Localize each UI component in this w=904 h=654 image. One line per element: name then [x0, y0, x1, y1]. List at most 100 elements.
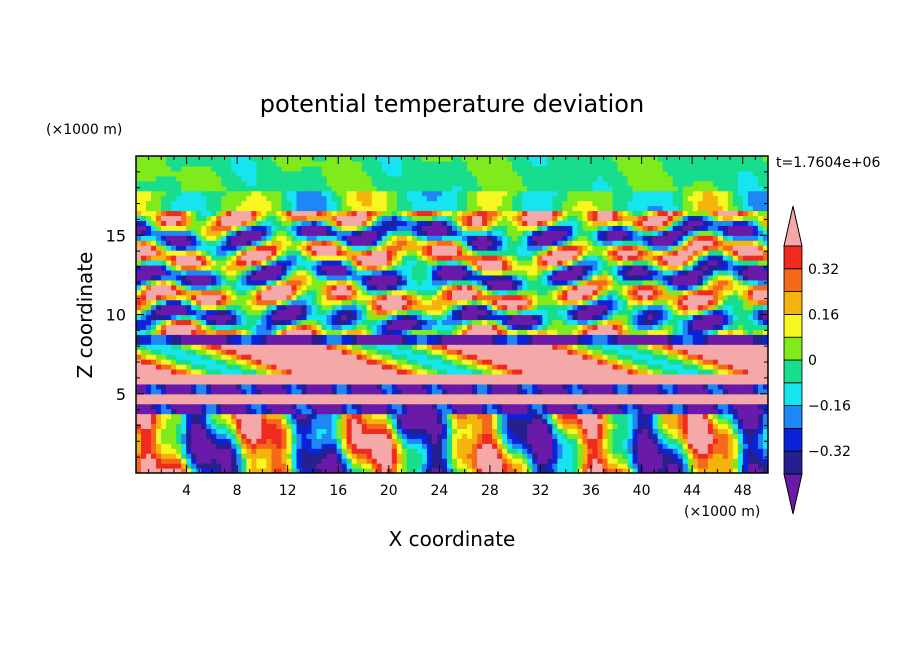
heatmap-cell [426, 314, 433, 321]
heatmap-cell [286, 364, 293, 370]
heatmap-cell [361, 304, 368, 311]
heatmap-cell [607, 423, 614, 430]
heatmap-cell [502, 378, 508, 385]
heatmap-cell [401, 458, 408, 464]
heatmap-cell [497, 329, 503, 335]
heatmap-cell [567, 279, 573, 286]
heatmap-cell [592, 364, 599, 370]
heatmap-cell [717, 403, 724, 410]
heatmap-cell [221, 403, 227, 410]
heatmap-cell [341, 364, 348, 370]
heatmap-cell [637, 319, 644, 325]
heatmap-cell [256, 329, 262, 335]
heatmap-cell [502, 279, 508, 286]
heatmap-cell [637, 359, 644, 365]
heatmap-cell [316, 463, 323, 469]
heatmap-cell [376, 324, 383, 330]
heatmap-cell [286, 423, 293, 430]
heatmap-cell [411, 423, 418, 430]
heatmap-cell [176, 458, 182, 464]
heatmap-cell [181, 413, 187, 420]
heatmap-cell [732, 428, 739, 434]
heatmap-cell [712, 408, 719, 415]
heatmap-cell [401, 368, 408, 375]
heatmap-cell [301, 408, 308, 415]
heatmap-cell [256, 373, 262, 380]
heatmap-cell [497, 378, 503, 385]
heatmap-cell [411, 339, 418, 345]
heatmap-cell [316, 393, 323, 400]
heatmap-cell [371, 398, 378, 405]
heatmap-cell [742, 428, 749, 434]
heatmap-cell [477, 294, 483, 301]
heatmap-cell [672, 294, 679, 301]
heatmap-cell [642, 398, 649, 405]
heatmap-cell [216, 349, 222, 355]
heatmap-cell [141, 339, 147, 345]
heatmap-cell [396, 393, 403, 400]
heatmap-cell [757, 403, 764, 410]
heatmap-cell [577, 334, 584, 340]
heatmap-cell [617, 453, 624, 459]
heatmap-cell [151, 309, 157, 316]
heatmap-cell [572, 284, 578, 291]
heatmap-cell [271, 294, 278, 301]
heatmap-cell [727, 458, 734, 464]
heatmap-cell [607, 413, 614, 420]
heatmap-cell [497, 289, 503, 296]
heatmap-cell [457, 284, 463, 291]
heatmap-cell [186, 418, 192, 425]
heatmap-cell [542, 463, 548, 469]
heatmap-cell [537, 393, 543, 400]
heatmap-cell [742, 463, 749, 469]
heatmap-cell [592, 408, 599, 415]
heatmap-cell [391, 319, 398, 325]
heatmap-cell [627, 329, 634, 335]
heatmap-cell [346, 433, 353, 439]
heatmap-cell [226, 294, 232, 301]
heatmap-cell [452, 468, 458, 473]
heatmap-cell [607, 319, 614, 325]
heatmap-cell [286, 329, 293, 335]
heatmap-cell [226, 388, 232, 395]
heatmap-cell [166, 388, 172, 395]
heatmap-cell [642, 329, 649, 335]
heatmap-cell [261, 344, 268, 350]
heatmap-cell [196, 354, 202, 360]
heatmap-cell [421, 294, 428, 301]
heatmap-cell [497, 304, 503, 311]
heatmap-cell [406, 378, 413, 385]
heatmap-cell [742, 299, 749, 306]
heatmap-cell [562, 448, 568, 454]
heatmap-cell [251, 423, 257, 430]
heatmap-cell [331, 418, 338, 425]
heatmap-cell [727, 294, 734, 301]
heatmap-cell [411, 413, 418, 420]
heatmap-cell [261, 403, 268, 410]
heatmap-cell [161, 319, 167, 325]
heatmap-cell [647, 438, 654, 444]
heatmap-cell [161, 349, 167, 355]
heatmap-cell [226, 368, 232, 375]
heatmap-cell [512, 413, 518, 420]
heatmap-cell [632, 344, 639, 350]
heatmap-cell [712, 294, 719, 301]
heatmap-cell [627, 314, 634, 321]
heatmap-cell [487, 448, 493, 454]
heatmap-cell [201, 364, 207, 370]
heatmap-cell [386, 448, 393, 454]
heatmap-cell [467, 458, 473, 464]
heatmap-cell [256, 309, 262, 316]
heatmap-cell [266, 458, 273, 464]
heatmap-cell [457, 378, 463, 385]
heatmap-cell [757, 423, 764, 430]
heatmap-cell [472, 334, 478, 340]
heatmap-cell [181, 463, 187, 469]
heatmap-cell [687, 453, 694, 459]
heatmap-cell [662, 344, 669, 350]
heatmap-cell [707, 453, 714, 459]
heatmap-cell [271, 398, 278, 405]
heatmap-cell [662, 438, 669, 444]
heatmap-cell [181, 433, 187, 439]
heatmap-cell [452, 393, 458, 400]
